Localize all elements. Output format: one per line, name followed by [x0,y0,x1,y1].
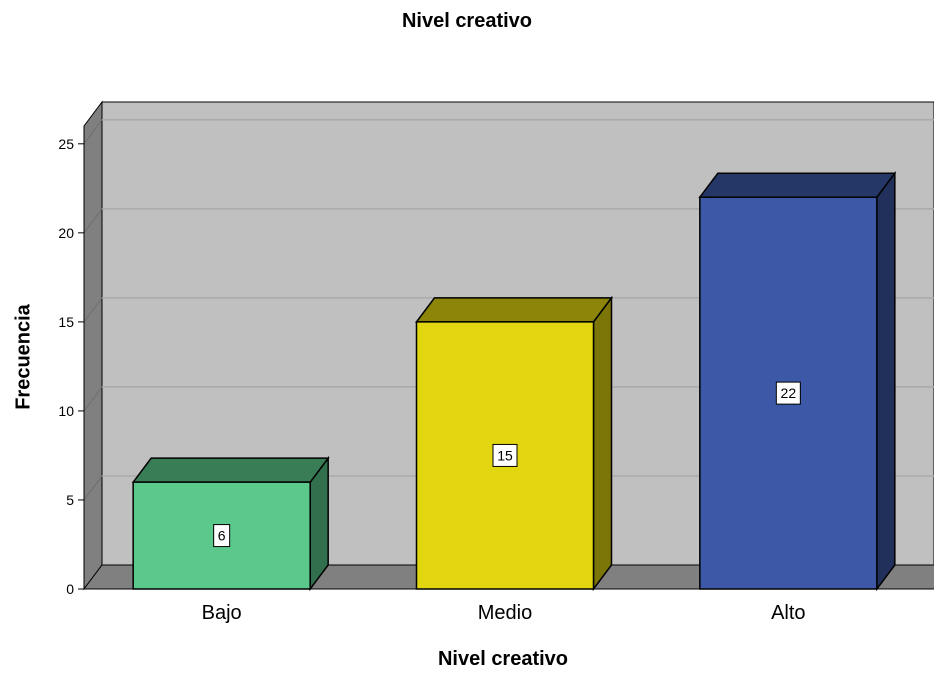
gridline-side [83,208,103,234]
x-tick-label: Bajo [202,602,242,624]
data-label-box [775,381,801,405]
data-label-box [213,524,231,548]
x-tick-label: Medio [478,602,532,624]
data-label-box [492,443,518,467]
y-tick-label: 0 [66,581,74,597]
plot-left-wall [83,100,103,591]
bar-side [876,170,896,592]
gridline-side [83,386,103,412]
gridline-side [83,297,103,323]
data-label: 6 [218,528,226,544]
bar-top [698,172,897,198]
x-axis-label: Nivel creativo [437,648,569,670]
x-tick-label: Alto [771,602,805,624]
y-tick-label: 15 [58,314,74,330]
bar-side [592,295,613,592]
y-tick-label: 20 [58,225,74,241]
gridline-side [83,475,103,501]
y-tick-label: 10 [58,403,74,419]
data-label: 15 [497,447,513,463]
chart-title: Nivel creativo [401,10,533,32]
bar-top [131,457,330,483]
y-tick-label: 5 [66,492,74,508]
gridline-side [83,119,103,145]
bar [132,481,311,590]
y-tick-label: 25 [58,136,74,152]
data-label: 22 [781,385,797,401]
bar-top [415,297,613,323]
